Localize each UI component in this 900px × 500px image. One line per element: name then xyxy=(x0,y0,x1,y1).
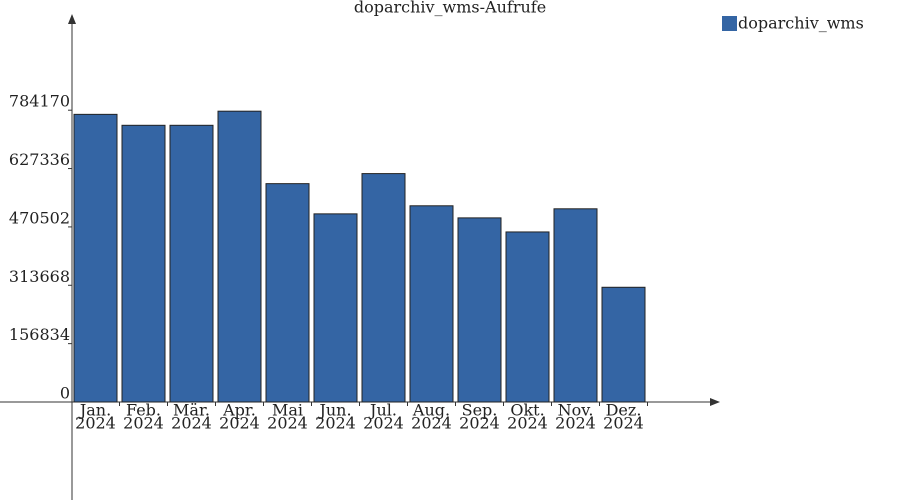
bar xyxy=(265,183,310,403)
x-tick-label: Nov. xyxy=(558,401,594,420)
x-tick-label: 2024 xyxy=(75,414,116,433)
bar xyxy=(313,213,358,403)
x-tick-label: 2024 xyxy=(219,414,260,433)
x-tick-label: 2024 xyxy=(603,414,644,433)
bar xyxy=(73,113,118,403)
bar xyxy=(217,110,262,403)
bar xyxy=(457,217,502,403)
legend-swatch xyxy=(722,16,737,31)
x-tick-label: 2024 xyxy=(459,414,500,433)
x-tick-label: Sep. xyxy=(462,401,498,420)
y-tick-label: 0 xyxy=(60,384,70,403)
x-tick-label: 2024 xyxy=(507,414,548,433)
x-tick-label: Mär. xyxy=(173,401,210,420)
bar xyxy=(361,173,406,403)
y-axis-arrow xyxy=(68,14,76,24)
legend-label: doparchiv_wms xyxy=(738,14,864,33)
x-tick-label: Apr. xyxy=(222,401,256,420)
y-tick-label: 784170 xyxy=(9,92,70,111)
x-tick-label: 2024 xyxy=(363,414,404,433)
bar xyxy=(601,286,646,403)
x-tick-label: Aug. xyxy=(412,401,450,420)
x-tick-label: Mai xyxy=(272,401,303,420)
x-tick-label: Jan. xyxy=(78,401,111,420)
chart-title: doparchiv_wms-Aufrufe xyxy=(354,0,546,17)
x-tick-label: Dez. xyxy=(606,401,642,420)
bar xyxy=(121,124,166,403)
x-tick-label: 2024 xyxy=(267,414,308,433)
x-axis-arrow xyxy=(710,398,720,406)
x-tick-label: Jun. xyxy=(317,401,351,420)
x-tick-label: 2024 xyxy=(171,414,212,433)
y-tick-label: 156834 xyxy=(9,325,70,344)
x-tick-label: Jul. xyxy=(368,401,397,420)
y-tick-label: 313668 xyxy=(9,267,70,286)
x-tick-label: Feb. xyxy=(126,401,161,420)
x-tick-label: Okt. xyxy=(510,401,544,420)
y-tick-label: 627336 xyxy=(9,150,70,169)
x-tick-label: 2024 xyxy=(411,414,452,433)
bar xyxy=(505,231,550,403)
bar xyxy=(409,205,454,403)
x-tick-label: 2024 xyxy=(123,414,164,433)
x-tick-label: 2024 xyxy=(315,414,356,433)
x-tick-label: 2024 xyxy=(555,414,596,433)
bar xyxy=(553,208,598,403)
bar xyxy=(169,124,214,403)
y-tick-label: 470502 xyxy=(9,208,70,227)
